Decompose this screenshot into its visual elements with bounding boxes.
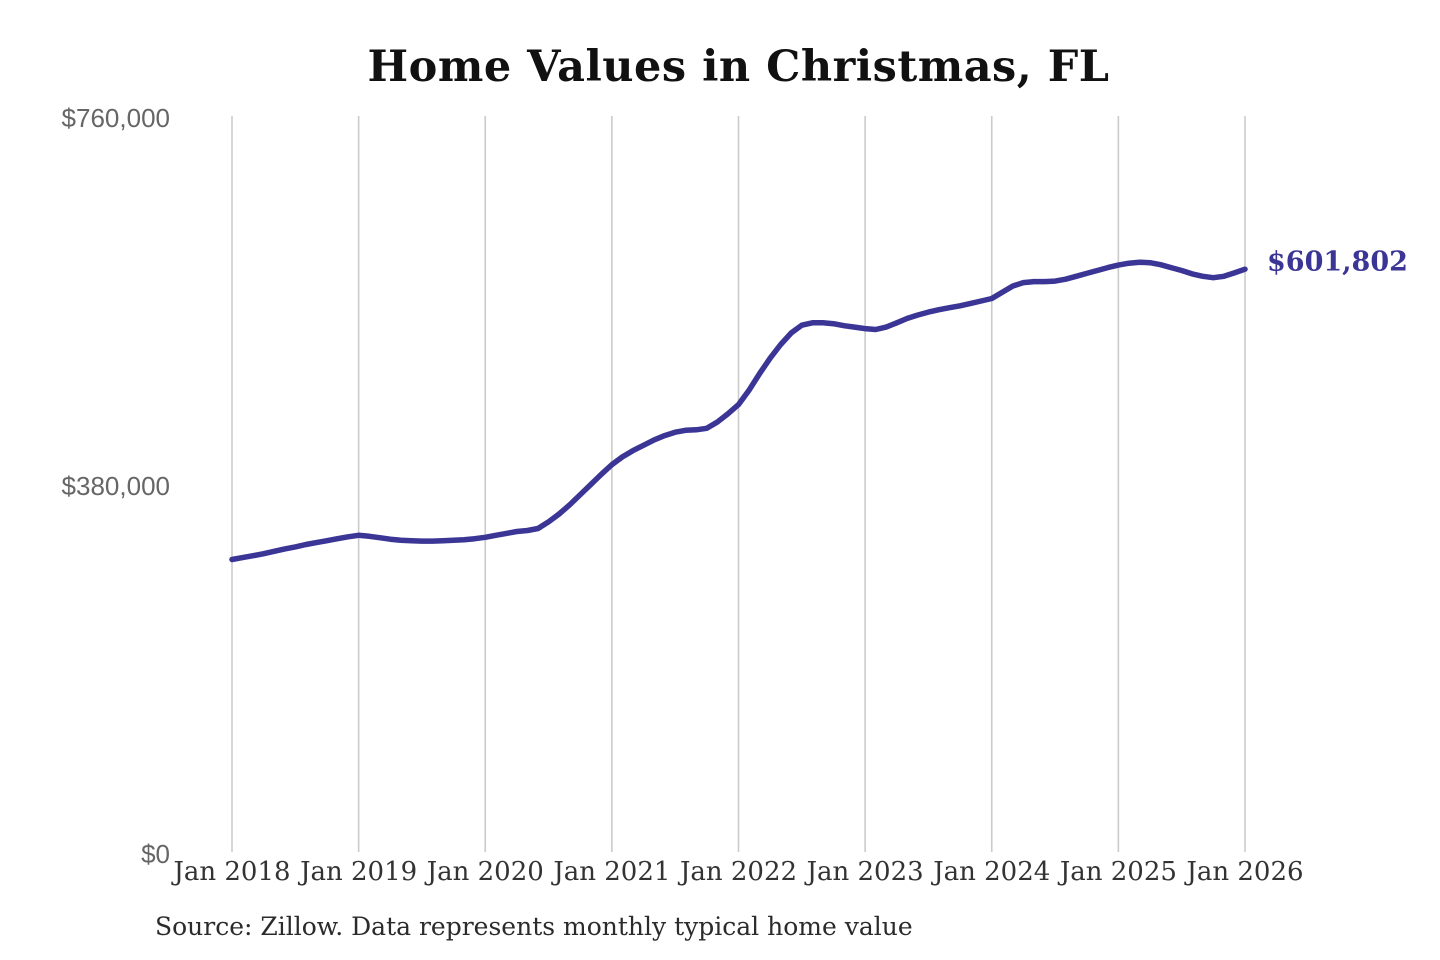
- chart-title: Home Values in Christmas, FL: [367, 42, 1110, 92]
- x-axis-label: Jan 2021: [550, 857, 670, 887]
- home-value-line: [229, 259, 1248, 563]
- source-note: Source: Zillow. Data represents monthly …: [155, 912, 913, 941]
- y-axis-label: $760,000: [62, 103, 170, 133]
- x-axis-label: Jan 2022: [677, 857, 797, 887]
- x-axis-label: Jan 2026: [1183, 857, 1303, 887]
- latest-value-label: $601,802: [1267, 247, 1408, 278]
- x-axis-label: Jan 2024: [930, 857, 1050, 887]
- x-axis-label: Jan 2018: [170, 857, 290, 887]
- x-axis-label: Jan 2023: [804, 857, 924, 887]
- x-axis-label: Jan 2025: [1057, 857, 1177, 887]
- x-axis-label: Jan 2020: [424, 857, 544, 887]
- y-axis-label: $0: [141, 839, 170, 869]
- y-axis-label: $380,000: [62, 471, 170, 501]
- x-axis-label: Jan 2019: [297, 857, 417, 887]
